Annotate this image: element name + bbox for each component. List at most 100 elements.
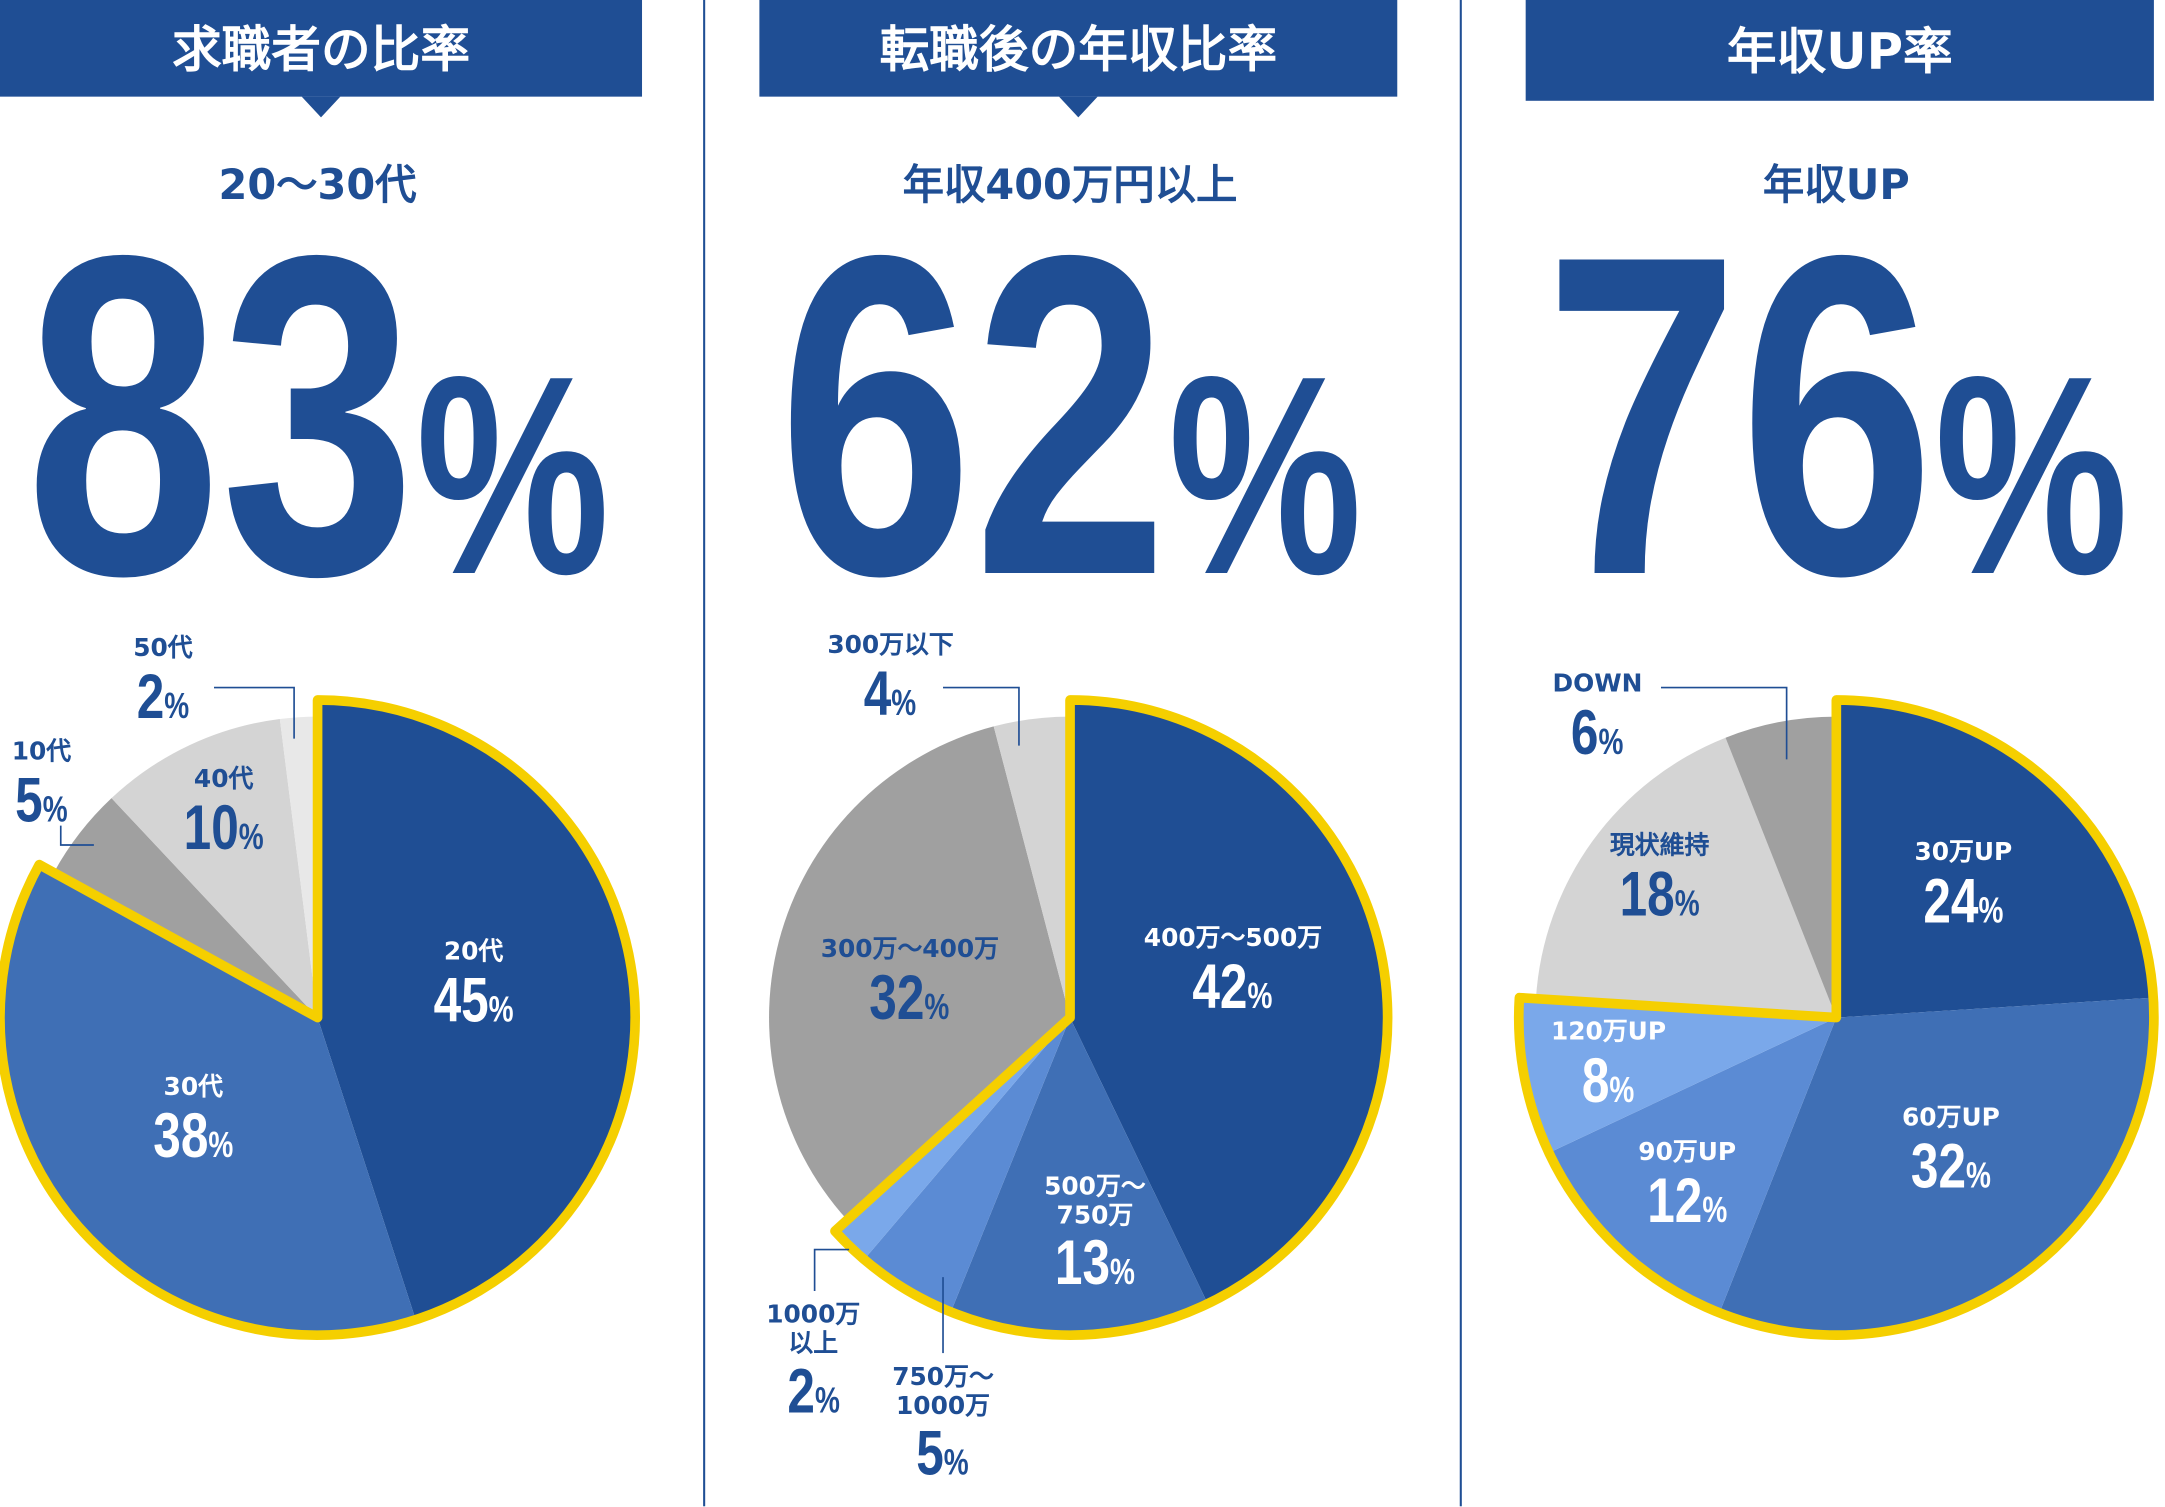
headline-text: 83%	[26, 162, 610, 671]
slice-label: 20代 45%	[422, 938, 525, 1031]
slice-value: 5%	[917, 1421, 969, 1485]
pie-slice	[1518, 997, 1837, 1153]
slice-category: 90万UP	[1638, 1137, 1737, 1167]
slice-value-unit: %	[1702, 1188, 1728, 1230]
pie-slice	[769, 726, 1071, 1220]
slice-category: 30代	[163, 1072, 224, 1102]
slice-value: 8%	[1582, 1048, 1634, 1112]
slice-category: 10代	[11, 737, 72, 767]
slice-value: 38%	[153, 1103, 233, 1167]
slice-label: 50代 2%	[129, 633, 196, 728]
chart-title: 求職者の比率	[172, 20, 470, 78]
pie-slice	[1836, 700, 2154, 1018]
slice-value: 10%	[184, 795, 264, 859]
slice-value-number: 18	[1619, 856, 1675, 929]
slice-value-unit: %	[1674, 881, 1700, 924]
headline-value: 83	[26, 162, 416, 671]
slice-value-number: 6	[1571, 695, 1599, 768]
title-banner	[1525, 0, 2154, 101]
slice-value-unit: %	[1109, 1251, 1135, 1293]
slice-label: 30代 38%	[142, 1072, 245, 1167]
slice-value-unit: %	[814, 1379, 840, 1422]
slice-value-unit: %	[1978, 888, 2004, 931]
headline-unit: %	[1168, 316, 1362, 633]
slice-label: 1000万 以上 2%	[766, 1300, 861, 1423]
headline-unit: %	[1935, 316, 2129, 633]
slice-value: 12%	[1647, 1168, 1727, 1232]
pie-slice	[1535, 737, 1837, 1018]
slice-label: 10代 5%	[8, 737, 75, 831]
slice-value-unit: %	[1598, 720, 1624, 762]
leader-line	[59, 825, 94, 846]
headline: 62%	[778, 162, 1362, 671]
slice-value: 18%	[1620, 861, 1700, 925]
leader-line	[943, 686, 1020, 746]
slice-label: 750万～ 1000万 5%	[892, 1363, 994, 1485]
slice-value-number: 12	[1647, 1163, 1703, 1236]
highlight-outline	[830, 695, 1393, 1340]
title-banner	[759, 0, 1398, 97]
slice-label: 60万UP 32%	[1900, 1103, 2003, 1197]
slice-value-number: 5	[15, 763, 43, 835]
slice-value: 6%	[1571, 700, 1623, 764]
title-banner	[0, 0, 643, 97]
banner-pointer	[1058, 96, 1098, 118]
chart-title: 転職後の年収比率	[880, 20, 1277, 78]
slice-category: 500万～ 750万	[1044, 1172, 1146, 1230]
leader-line	[1660, 686, 1788, 760]
slice-category: 30万UP	[1914, 838, 2013, 868]
slice-value-unit: %	[164, 684, 190, 726]
slice-category: 120万UP	[1550, 1017, 1667, 1047]
subtitle: 年収400万円以上	[903, 161, 1238, 209]
highlight-outline	[0, 695, 640, 1340]
pie-slice	[834, 1017, 1071, 1260]
slice-label: 現状維持 18%	[1608, 832, 1711, 925]
slice-category: DOWN	[1552, 669, 1643, 699]
slice-value-unit: %	[488, 988, 514, 1030]
slice-label: 500万～ 750万 13%	[1044, 1172, 1147, 1295]
slice-value: 5%	[15, 767, 67, 831]
slice-value-unit: %	[208, 1123, 234, 1165]
chart-title: 年収UP率	[1727, 22, 1953, 80]
subtitle: 年収UP	[1763, 161, 1910, 209]
slice-category: 60万UP	[1902, 1103, 2000, 1133]
slice-value-number: 2	[136, 659, 165, 732]
slice-value-number: 2	[786, 1354, 815, 1427]
slice-category: 40代	[193, 764, 254, 794]
slice-category: 1000万 以上	[766, 1300, 861, 1359]
pie-slice	[111, 718, 318, 1018]
slice-value-unit: %	[1248, 974, 1273, 1016]
slice-value-unit: %	[42, 787, 68, 830]
slice-label: 90万UP 12%	[1636, 1137, 1739, 1232]
slice-value-number: 10	[183, 790, 239, 863]
slice-value-number: 13	[1054, 1226, 1110, 1299]
slice-label: 400万～500万 42%	[1143, 923, 1323, 1018]
pie-slice	[53, 798, 318, 1018]
slice-value: 2%	[137, 664, 189, 728]
slice-value-number: 45	[433, 963, 489, 1036]
slice-value-number: 4	[864, 656, 892, 729]
slice-value-unit: %	[1966, 1153, 1991, 1196]
headline-unit: %	[416, 316, 610, 633]
slice-label: DOWN 6%	[1552, 669, 1643, 764]
slice-value: 42%	[1193, 954, 1273, 1018]
headline-value: 76	[1544, 162, 1934, 671]
pie-slice	[1725, 716, 1837, 1018]
slice-value: 32%	[870, 965, 950, 1029]
slice-label: 30万UP 24%	[1912, 838, 2015, 932]
slice-category: 300万～400万	[820, 934, 1000, 964]
slice-value: 2%	[787, 1359, 839, 1423]
headline: 76%	[1544, 162, 2128, 671]
slice-label: 300万～400万 32%	[820, 934, 1000, 1029]
leader-line	[214, 686, 295, 739]
slice-value-unit: %	[891, 681, 917, 724]
slice-value-number: 5	[916, 1417, 945, 1489]
slice-value-number: 8	[1582, 1043, 1610, 1116]
slice-category: 400万～500万	[1143, 923, 1323, 953]
slice-category: 50代	[133, 633, 193, 663]
pie-slice	[950, 1017, 1208, 1336]
leader-line	[813, 1248, 850, 1291]
